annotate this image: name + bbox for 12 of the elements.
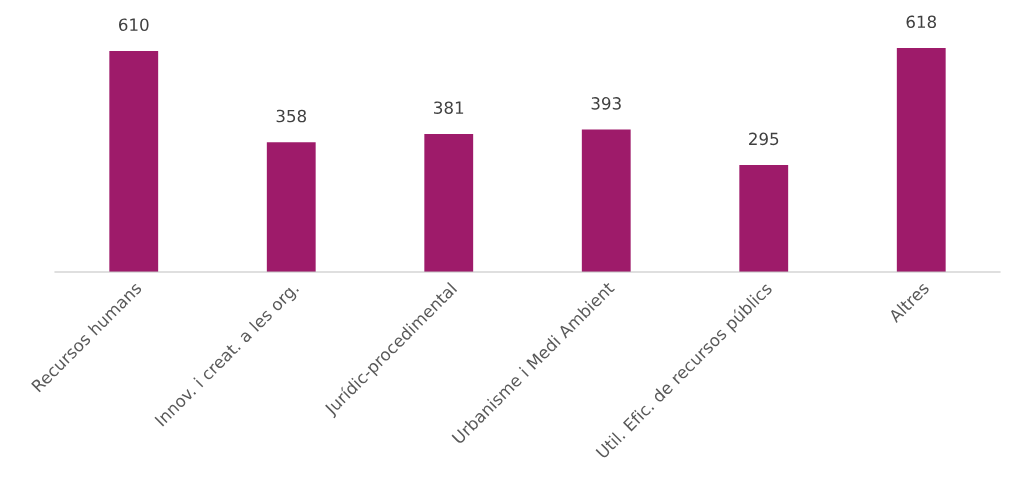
data-label: 358: [276, 109, 307, 123]
data-label: 610: [119, 18, 149, 31]
bar: [896, 48, 946, 272]
data-label: 393: [591, 97, 621, 110]
bar: [109, 50, 159, 272]
data-label: 381: [434, 101, 464, 115]
bar: [266, 142, 316, 272]
data-label: 618: [906, 15, 937, 29]
bar: [424, 133, 474, 272]
bar: [739, 165, 789, 272]
bar: [581, 129, 631, 272]
data-label: 295: [749, 132, 779, 146]
